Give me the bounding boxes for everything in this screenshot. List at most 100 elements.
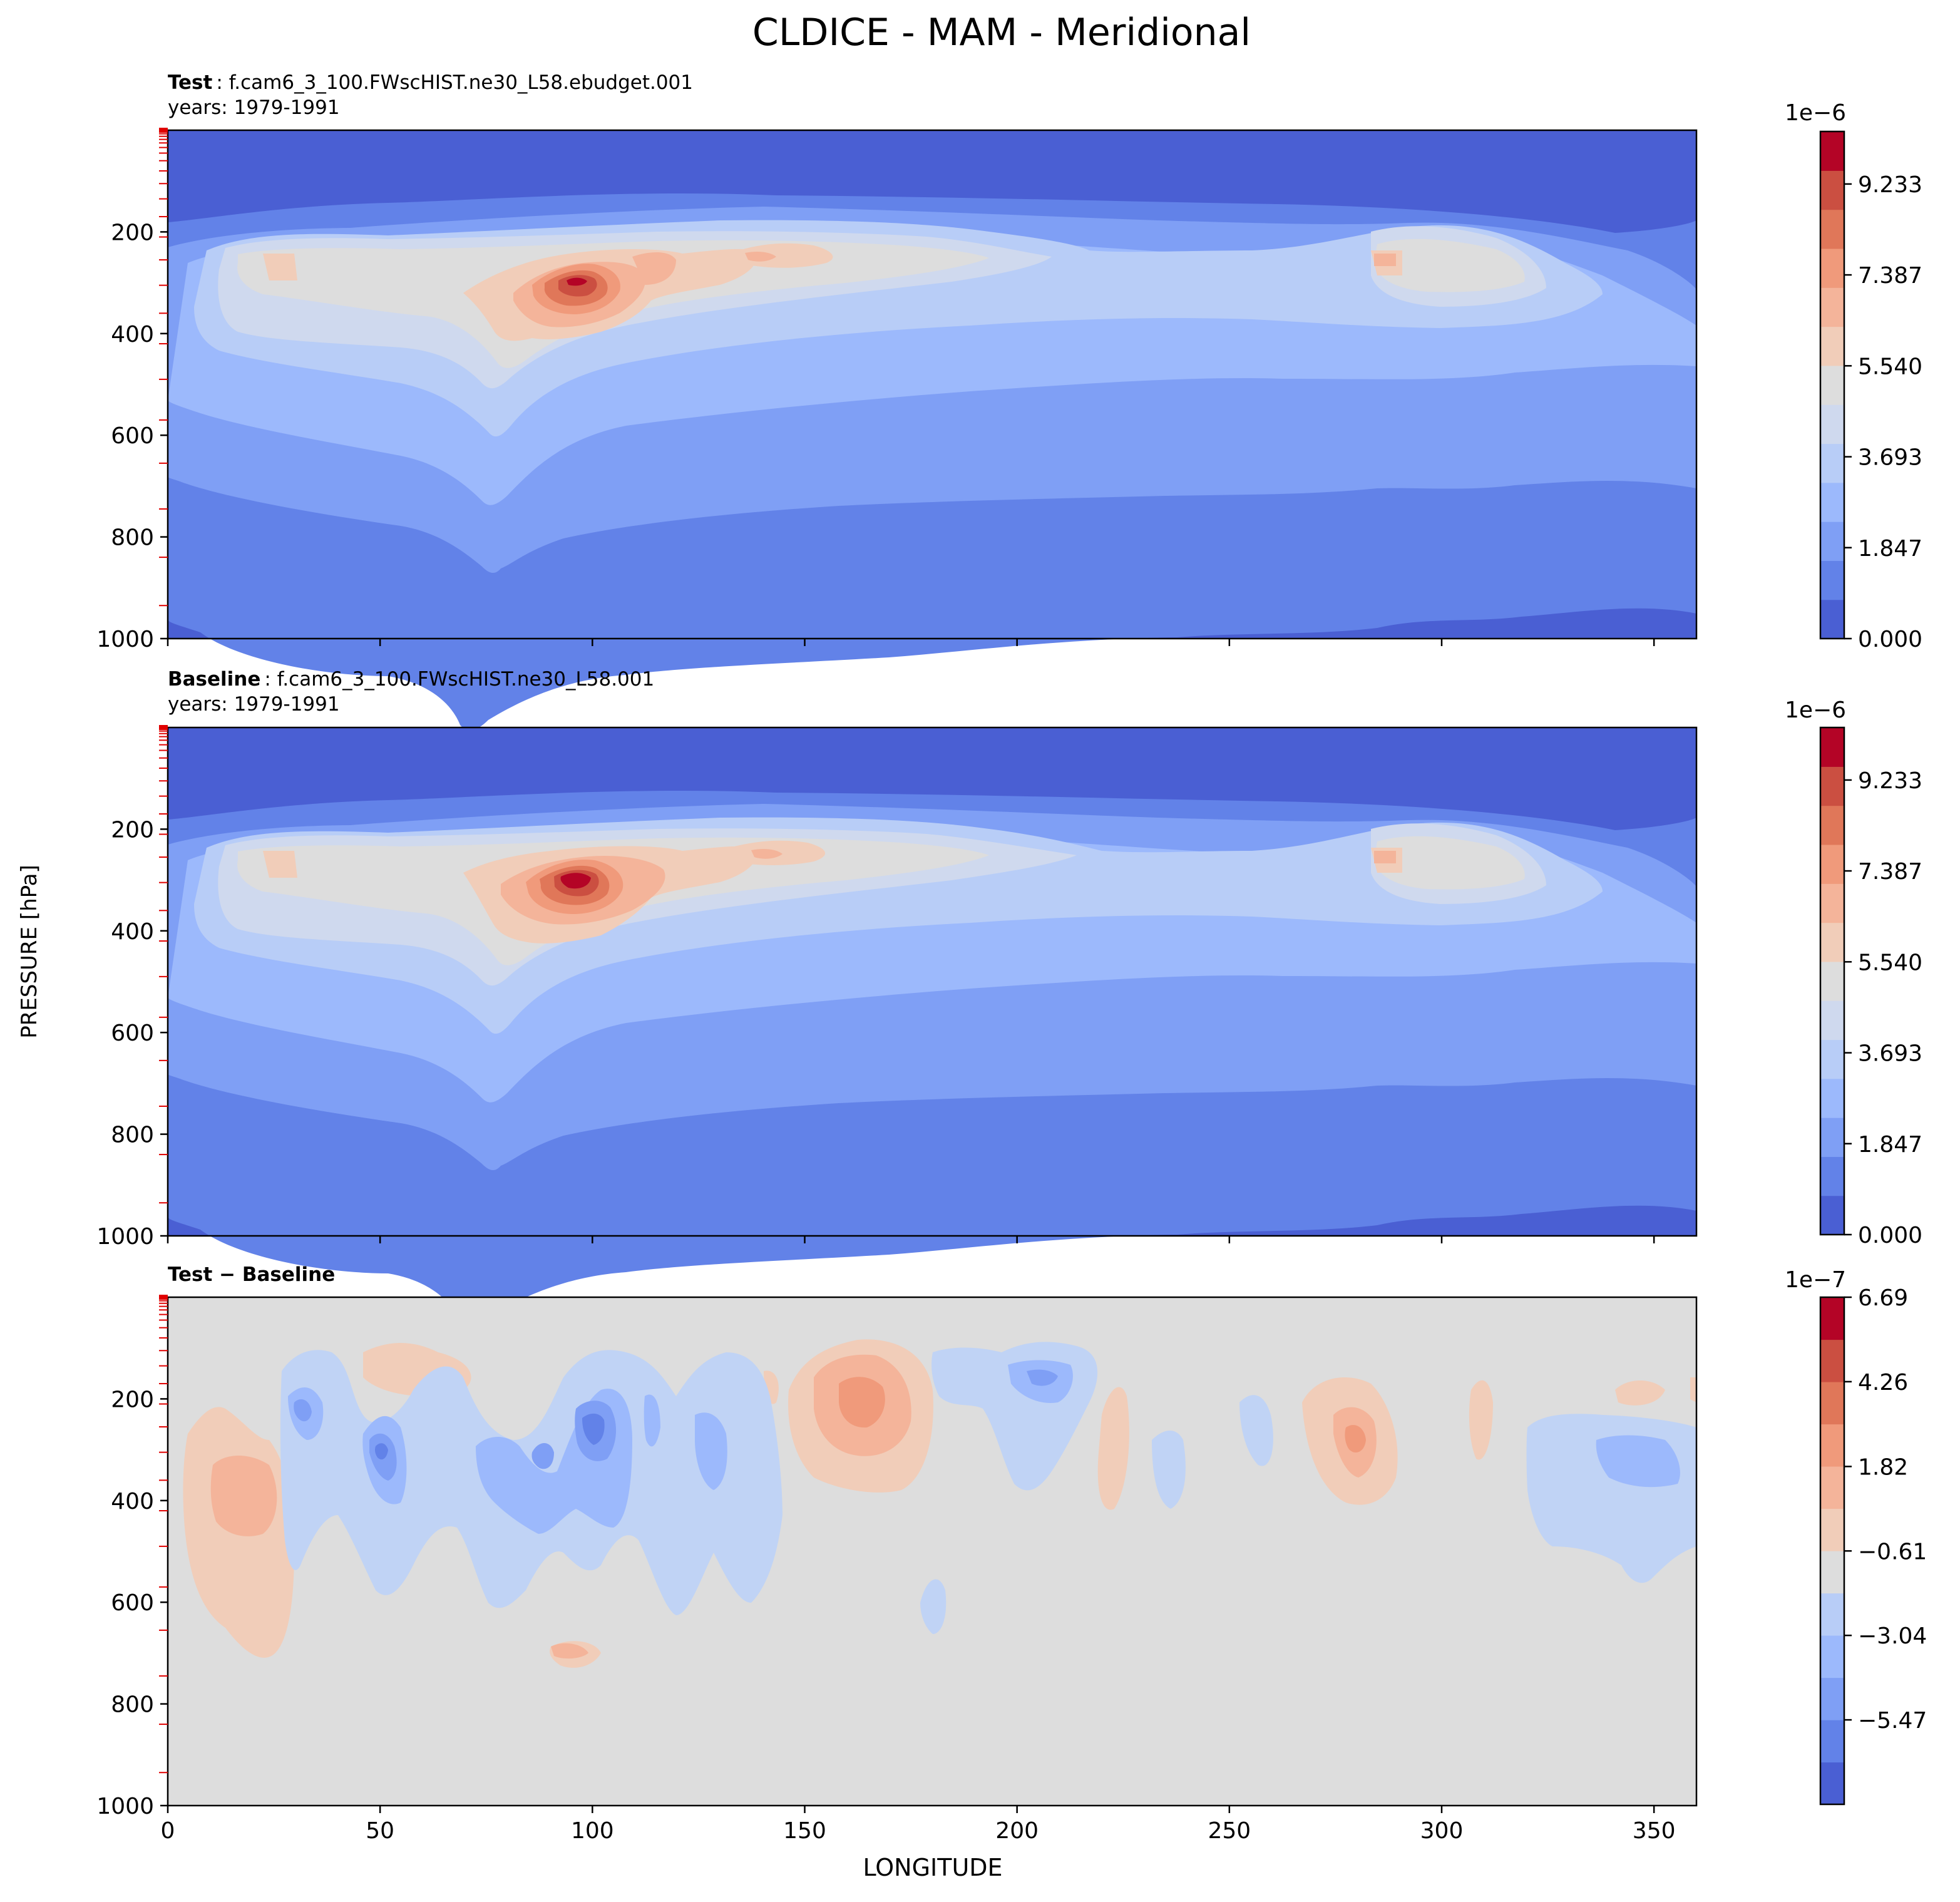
colorbar-band [1820,1635,1844,1678]
contour-level-8 [513,252,1396,327]
colorbar-tick-label: 3.693 [1858,445,1922,471]
model-level-ticks [159,725,168,1204]
colorbar-tick-label: 3.693 [1858,1041,1922,1067]
colorbar-tick-label: 1.82 [1858,1454,1908,1480]
x-tick-label: 150 [783,1818,826,1844]
contour-plot [168,727,1696,1328]
y-tick-label: 400 [111,322,154,347]
panel-title-bold: Baseline [168,668,260,691]
colorbar-offset: 1e−6 [1785,100,1846,126]
y-tick-label: 200 [111,1387,154,1412]
plot-frame [167,129,1698,640]
colorbar-band [1820,209,1844,249]
colorbar-tick-label: 0.000 [1858,1223,1922,1248]
colorbar-tick-label: 1.847 [1858,536,1922,562]
x-ticks [167,639,1655,646]
colorbar-ticks: 0.000 1.847 3.693 5.540 7.387 9.233 [1844,172,1922,652]
colorbar-band [1820,1078,1844,1118]
x-tick-label: 200 [995,1818,1039,1844]
colorbar-band [1820,1424,1844,1467]
colorbar-band [1820,1297,1844,1340]
colorbar-tick-label: −0.61 [1858,1539,1927,1565]
y-tick-label: 1000 [96,1794,154,1819]
colorbar-frame [1819,726,1845,1236]
panel-baseline: Baseline: f.cam6_3_100.FWscHIST.ne30_L58… [96,668,1922,1328]
colorbar-band [1820,1593,1844,1636]
y-tick-label: 400 [111,1489,154,1514]
colorbar-band [1820,482,1844,522]
colorbar-band [1820,404,1844,445]
contour-level-12 [560,873,591,889]
anomaly-negative [280,1342,1696,1634]
panel-title-bold: Test − Baseline [168,1263,335,1286]
y-ticks: 200 400 600 800 1000 [96,220,168,652]
y-tick-label: 600 [111,423,154,449]
colorbar-band [1820,1677,1844,1720]
y-tick-label: 600 [111,1020,154,1046]
colorbar-band [1820,883,1844,923]
contour-level-12 [567,277,587,286]
x-tick-label: 300 [1420,1818,1464,1844]
y-tick-label: 800 [111,525,154,551]
y-tick-label: 200 [111,220,154,245]
colorbar-tick-label: 9.233 [1858,172,1922,198]
colorbar-bands [1820,727,1844,1235]
panel-subtitle: years: 1979-1991 [168,693,340,716]
colorbar-band [1820,805,1844,845]
figure-title: CLDICE - MAM - Meridional [752,11,1251,54]
colorbar-tick-label: 4.26 [1858,1370,1908,1396]
model-level-cluster [159,128,168,133]
panel-diff: Test − Baseline 200 400 600 800 1000 0 50 100 1… [96,1263,1927,1844]
colorbar-band [1820,922,1844,962]
colorbar-tick-label: 0.000 [1858,627,1922,652]
panel-title-rest: : f.cam6_3_100.FWscHIST.ne30_L58.001 [264,668,654,691]
colorbar-band [1820,1551,1844,1594]
colorbar-bands [1820,1297,1844,1805]
x-tick-label: 250 [1208,1818,1251,1844]
colorbar-band [1820,844,1844,884]
colorbar: 1e−7 −5.47 −3.04 −0.61 1.82 4.26 6.69 [1785,1267,1927,1806]
plot-frame [167,1296,1698,1807]
x-ticks: 0 50 100 150 200 250 300 350 [161,1806,1676,1844]
colorbar-tick-label: 7.387 [1858,859,1922,885]
panel-title-rest: : f.cam6_3_100.FWscHIST.ne30_L58.ebudget… [216,71,693,94]
contour-plot [168,130,1696,731]
y-tick-label: 800 [111,1123,154,1148]
colorbar-band [1820,1720,1844,1763]
colorbar-band [1820,1762,1844,1805]
model-level-cluster [159,725,168,730]
colorbar-tick-label: 9.233 [1858,768,1922,794]
colorbar-ticks: −5.47 −3.04 −0.61 1.82 4.26 6.69 [1844,1285,1927,1734]
y-ticks: 200 400 600 800 1000 [96,1387,168,1819]
colorbar-band [1820,1339,1844,1382]
x-ticks [167,1236,1655,1243]
colorbar-band [1820,727,1844,767]
colorbar-band [1820,170,1844,210]
y-axis-label: PRESSURE [hPa] [17,865,42,1038]
y-ticks: 200 400 600 800 1000 [96,817,168,1250]
x-tick-label: 0 [161,1818,175,1844]
colorbar-offset: 1e−7 [1785,1267,1846,1293]
colorbar-frame [1819,130,1845,640]
contour-level-8 [501,849,1396,925]
colorbar-band [1820,248,1844,288]
x-tick-label: 350 [1633,1818,1676,1844]
plot-frame [167,726,1698,1237]
x-tick-label: 50 [366,1818,394,1844]
y-tick-label: 200 [111,817,154,843]
colorbar-tick-label: 5.540 [1858,354,1922,379]
panel-test: Test: f.cam6_3_100.FWscHIST.ne30_L58.ebu… [96,71,1922,731]
model-level-ticks [159,1295,168,1774]
colorbar: 1e−6 0.000 1.847 3.693 5.540 7.387 9.233 [1785,697,1922,1248]
colorbar-tick-label: 5.540 [1858,950,1922,975]
colorbar-band [1820,1000,1844,1041]
colorbar-offset: 1e−6 [1785,697,1846,723]
panel-title: Test: f.cam6_3_100.FWscHIST.ne30_L58.ebu… [168,71,693,94]
panel-title: Test − Baseline [168,1263,335,1286]
panel-subtitle: years: 1979-1991 [168,96,340,119]
colorbar-tick-label: 6.69 [1858,1285,1908,1311]
colorbar-band [1820,1382,1844,1425]
colorbar-band [1820,560,1844,600]
y-tick-label: 600 [111,1590,154,1616]
